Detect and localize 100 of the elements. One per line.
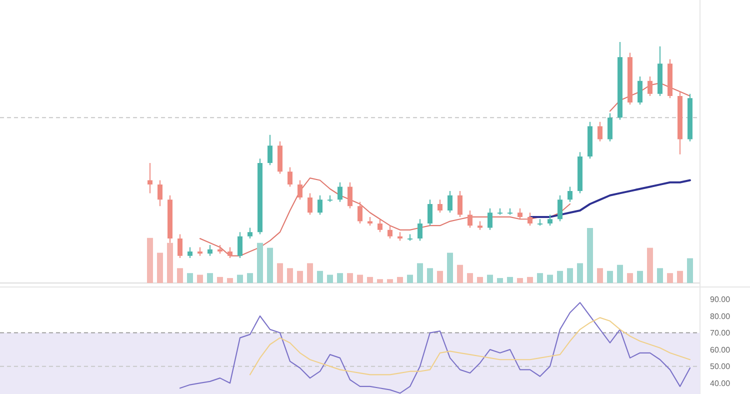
candlestick	[478, 221, 482, 230]
candlestick	[628, 52, 632, 105]
bar	[167, 242, 173, 283]
candlestick	[238, 232, 242, 258]
bar	[557, 270, 563, 283]
bar	[327, 274, 333, 283]
candlestick	[678, 92, 682, 154]
bar	[597, 268, 603, 283]
candlestick	[638, 76, 642, 105]
candlestick	[488, 208, 492, 230]
bar	[647, 248, 653, 283]
bar	[467, 273, 473, 283]
candlestick	[248, 228, 252, 239]
candlestick	[318, 195, 322, 215]
candlestick	[348, 182, 352, 208]
bar	[197, 274, 203, 283]
candlestick	[568, 186, 572, 202]
candlestick	[418, 219, 422, 241]
candlestick	[268, 134, 272, 166]
bar	[237, 274, 243, 283]
candlestick	[338, 182, 342, 202]
candlestick	[648, 76, 652, 96]
bar	[687, 258, 693, 283]
y-tick-label: 80.00	[710, 312, 731, 321]
bar	[287, 268, 293, 283]
candlestick	[218, 245, 222, 254]
candlestick	[398, 232, 402, 241]
candlestick	[308, 193, 312, 215]
bar	[307, 263, 313, 283]
y-tick-label: 40.00	[710, 378, 731, 388]
candlestick	[298, 180, 302, 200]
bar	[667, 273, 673, 283]
bar	[607, 270, 613, 283]
candlestick	[548, 214, 552, 226]
candlestick	[378, 219, 382, 232]
bar	[587, 228, 593, 283]
bar	[437, 270, 443, 283]
bar	[227, 278, 233, 283]
y-tick-label: 70.00	[710, 328, 731, 338]
candlestick	[188, 247, 192, 258]
bar	[317, 270, 323, 283]
candlestick	[558, 195, 562, 222]
bar	[377, 279, 383, 283]
bar	[617, 264, 623, 283]
candlestick	[578, 152, 582, 194]
candlestick	[448, 191, 452, 213]
candlestick	[358, 202, 362, 224]
candlestick	[458, 191, 462, 217]
candlestick	[168, 195, 172, 243]
bar	[347, 273, 353, 283]
candlestick	[508, 208, 512, 215]
candlestick	[228, 247, 232, 258]
candlestick	[408, 234, 412, 241]
candlestick	[658, 46, 662, 96]
candlestick	[148, 162, 152, 194]
candlestick	[598, 122, 602, 142]
bar	[567, 268, 573, 283]
candlestick	[198, 247, 202, 256]
bar	[477, 276, 483, 283]
bar	[547, 274, 553, 283]
bar	[407, 274, 413, 283]
candlestick	[278, 141, 282, 174]
candlestick	[518, 208, 522, 220]
candlestick	[618, 42, 622, 120]
bar	[297, 270, 303, 283]
line-series	[179, 302, 691, 394]
y-tick-label: 90.00	[710, 295, 731, 304]
line-series	[249, 317, 691, 376]
bar	[397, 276, 403, 283]
candlestick	[428, 200, 432, 226]
bar	[177, 268, 183, 283]
y-tick-label: 50.00	[710, 362, 731, 372]
bar	[217, 276, 223, 283]
bar	[457, 264, 463, 283]
candlestick	[288, 167, 292, 187]
bar	[157, 252, 163, 283]
candlestick	[498, 208, 502, 215]
bar	[657, 268, 663, 283]
bar	[627, 273, 633, 283]
bar	[537, 273, 543, 283]
candlestick	[388, 226, 392, 239]
bar	[417, 263, 423, 283]
bar	[247, 273, 253, 283]
candlestick	[528, 212, 532, 226]
bar	[257, 242, 263, 283]
bar	[577, 263, 583, 283]
bar	[337, 273, 343, 283]
bar	[207, 273, 213, 283]
bar	[527, 276, 533, 283]
bar	[267, 248, 273, 283]
bar	[367, 276, 373, 283]
bar	[497, 278, 503, 283]
candlestick	[158, 180, 162, 206]
bar	[427, 268, 433, 283]
candlestick	[668, 59, 672, 98]
y-tick-label: 60.00	[710, 345, 731, 354]
bar	[187, 273, 193, 283]
candlestick	[208, 245, 212, 256]
candlestick	[688, 94, 692, 142]
candlestick	[438, 200, 442, 213]
